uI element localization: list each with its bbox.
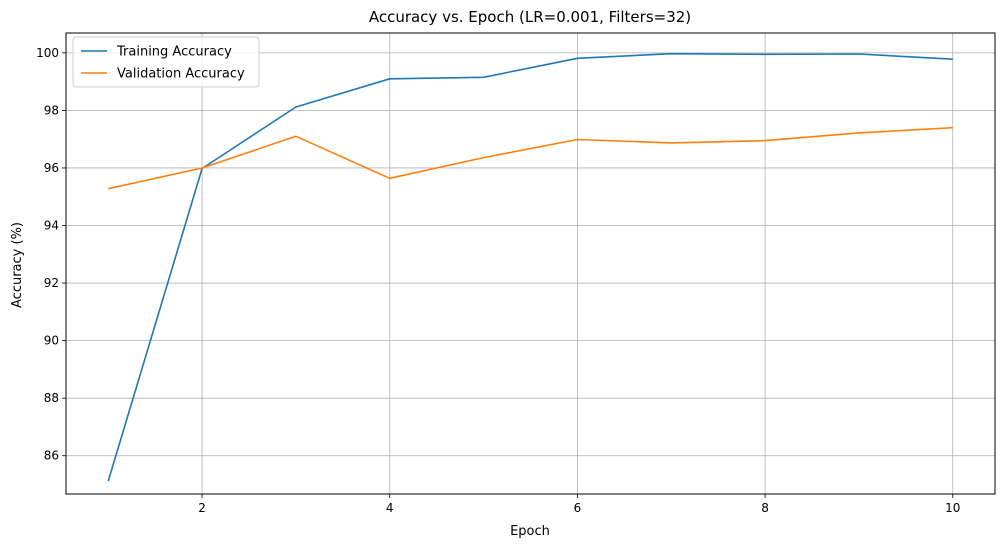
y-tick-label: 98 [44,103,59,117]
y-tick-label: 90 [44,334,59,348]
y-tick-label: 92 [44,276,59,290]
y-tick-label: 96 [44,161,59,175]
y-tick-label: 86 [44,449,59,463]
legend: Training Accuracy Validation Accuracy [72,36,260,88]
y-axis-title: Accuracy (%) [10,222,25,308]
grid-layer [66,33,995,494]
x-axis-title: Epoch [510,524,550,539]
series-line-validation [108,126,953,190]
x-tick-label: 10 [945,501,960,515]
chart-title: Accuracy vs. Epoch (LR=0.001, Filters=32… [369,8,691,26]
y-tick-label: 100 [36,46,59,60]
y-ticks: 86 88 90 92 94 96 98 100 [36,46,66,463]
y-tick-label: 94 [44,219,59,233]
series-layer [107,52,953,482]
x-tick-label: 8 [761,501,769,515]
x-ticks: 2 4 6 8 10 [198,494,960,515]
legend-box [72,36,260,88]
legend-label-validation: Validation Accuracy [117,67,245,82]
legend-label-training: Training Accuracy [116,45,232,60]
series-line-training [107,52,953,482]
x-tick-label: 4 [386,501,394,515]
y-tick-label: 88 [44,391,59,405]
plot-frame [65,32,996,495]
x-tick-label: 2 [198,501,206,515]
x-tick-label: 6 [574,501,582,515]
